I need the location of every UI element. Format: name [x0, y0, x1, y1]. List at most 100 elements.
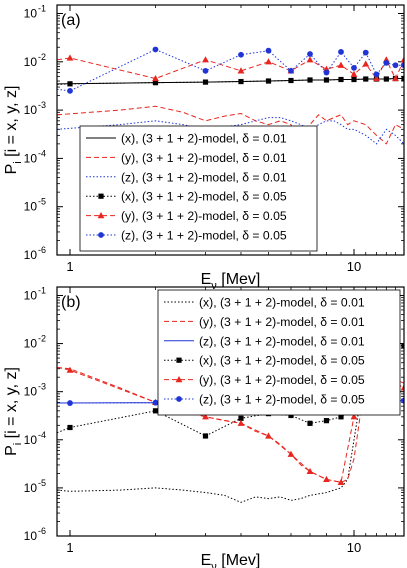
data-point [400, 384, 404, 391]
legend-label-6: (z), (3 + 1 + 2)-model, δ = 0.05 [121, 229, 287, 243]
panel-label: (a) [61, 12, 81, 29]
y-tick-label-base: 10 [24, 529, 38, 543]
data-point [373, 71, 380, 78]
data-point [238, 78, 244, 85]
plot-frame [56, 4, 405, 256]
data-point [67, 400, 73, 406]
data-point [307, 51, 313, 57]
data-point [202, 67, 209, 74]
legend-marker-6 [176, 396, 182, 402]
data-point [337, 478, 345, 486]
y-axis-label: Pi [i = x, y, z] [3, 86, 24, 175]
legend-label-3: (z), (3 + 1 + 2)-model, δ = 0.01 [121, 170, 287, 184]
y-axis-label-rest: [i = x, y, z] [3, 86, 20, 162]
legend-label-5: (y), (3 + 1 + 2)-model, δ = 0.05 [199, 373, 365, 387]
legend: (x), (3 + 1 + 2)-model, δ = 0.01 (y), (3 … [79, 125, 318, 252]
y-tick-label-exponent: -3 [38, 100, 46, 110]
data-point [237, 67, 245, 74]
data-point [363, 76, 369, 82]
y-tick-label-exponent: -6 [38, 245, 46, 255]
data-point [288, 77, 294, 84]
data-point [306, 467, 314, 475]
legend: (x), (3 + 1 + 2)-model, δ = 0.01 (y), (3 … [157, 289, 401, 416]
series-line-4 [57, 78, 404, 85]
series-line-6 [57, 48, 404, 92]
data-point [323, 69, 330, 76]
y-tick-label-base: 10 [24, 433, 38, 447]
data-point [323, 475, 330, 483]
y-tick-label-exponent: -3 [38, 382, 46, 392]
y-tick-label-exponent: -5 [38, 197, 46, 207]
y-axis-label-rest: [i = x, y, z] [3, 367, 20, 443]
data-point [323, 418, 330, 424]
x-axis-label-rest: [Mev] [217, 552, 261, 568]
y-tick-label-base: 10 [24, 385, 38, 399]
data-point [323, 77, 330, 83]
data-point [265, 47, 272, 54]
y-tick-label: 10-1 [24, 285, 46, 302]
y-axis-label-main: P [3, 164, 20, 175]
y-tick-label: 10-4 [24, 430, 46, 447]
data-point [152, 74, 159, 82]
data-point [307, 77, 313, 83]
data-point [287, 450, 295, 457]
legend-label-3: (z), (3 + 1 + 2)-model, δ = 0.01 [199, 334, 365, 348]
y-tick-label: 10-6 [24, 245, 46, 262]
y-axis-label-sub: i [12, 443, 24, 445]
data-point [265, 432, 272, 439]
y-tick-label-exponent: -2 [38, 52, 46, 62]
data-point [350, 70, 358, 77]
y-tick-label-exponent: -2 [38, 334, 46, 344]
x-tick-label: 1 [66, 259, 73, 274]
legend-marker-6 [98, 232, 104, 238]
data-point [67, 81, 73, 87]
data-point [338, 49, 344, 55]
data-point [152, 80, 159, 86]
y-tick-label: 10-5 [24, 478, 46, 495]
x-axis-label-sub: ν [211, 561, 217, 568]
x-axis-label-sub: ν [211, 280, 217, 292]
data-point [392, 62, 399, 69]
data-point [351, 76, 357, 83]
x-axis-label: Eν [Mev] [201, 271, 261, 292]
data-point [383, 76, 389, 82]
y-tick-label-exponent: -1 [38, 285, 46, 295]
data-point [401, 75, 404, 82]
x-tick-label: 10 [347, 540, 361, 555]
y-tick-label-base: 10 [24, 337, 38, 351]
legend-marker-4 [98, 193, 104, 199]
legend-box [79, 125, 318, 252]
legend-label-2: (y), (3 + 1 + 2)-model, δ = 0.01 [199, 315, 365, 329]
legend-marker-5 [97, 212, 105, 219]
y-tick-label-base: 10 [24, 151, 38, 165]
y-tick-label: 10-4 [24, 148, 46, 165]
x-axis-label-main: E [201, 271, 212, 288]
x-axis-label-rest: [Mev] [217, 271, 261, 288]
y-tick-label: 10-2 [24, 52, 46, 69]
x-axis-label: Eν [Mev] [201, 552, 261, 568]
y-axis-label: Pi [i = x, y, z] [3, 367, 24, 456]
y-tick-label-base: 10 [24, 7, 38, 21]
data-point [202, 413, 209, 420]
data-point [400, 56, 404, 63]
x-tick-label: 1 [66, 540, 73, 555]
legend-box [157, 289, 401, 416]
data-point [307, 420, 313, 426]
y-tick-label-exponent: -1 [38, 4, 46, 14]
legend-label-5: (y), (3 + 1 + 2)-model, δ = 0.05 [121, 209, 287, 223]
data-point [202, 79, 209, 85]
y-tick-label-base: 10 [24, 55, 38, 69]
data-point [67, 424, 73, 431]
data-point [66, 54, 74, 61]
y-tick-label-exponent: -6 [38, 526, 46, 536]
plot-frame [56, 286, 405, 537]
legend-label-4: (x), (3 + 1 + 2)-model, δ = 0.05 [121, 190, 287, 204]
chart-panel-a: 10-610-510-410-310-210-11 10(a)Eν [Mev]Pi… [3, 4, 405, 292]
data-point [350, 413, 358, 420]
y-axis-label-sub: i [12, 161, 24, 163]
data-point [351, 64, 357, 71]
y-tick-label-base: 10 [24, 200, 38, 214]
chart-panel-b: 10-610-510-410-310-210-11 10(b)Eν [Mev]Pi… [3, 285, 405, 568]
y-tick-label-base: 10 [24, 248, 38, 262]
